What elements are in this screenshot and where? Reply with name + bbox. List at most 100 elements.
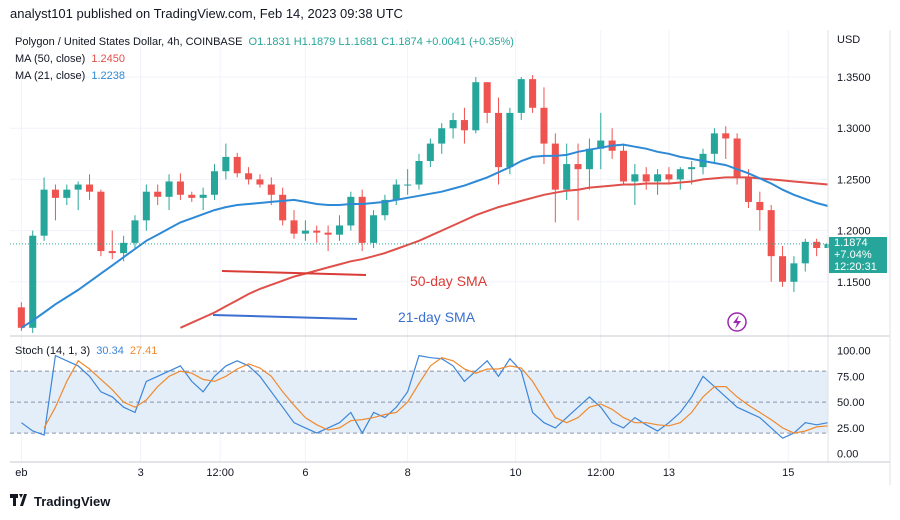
candles <box>17 75 832 333</box>
time-tick-label: 10 <box>509 467 521 479</box>
ma50-label: MA (50, close) <box>15 53 86 65</box>
candle-body <box>710 133 718 154</box>
candle-body <box>358 196 366 243</box>
candle-body <box>722 133 730 139</box>
price-tag: 1.1874 +7.04% 12:20:31 <box>829 236 887 273</box>
stoch-d-line <box>43 357 829 434</box>
candle-body <box>165 181 173 197</box>
price-tick-label: 1.3000 <box>837 123 871 135</box>
candle-body <box>51 189 59 198</box>
legend-stoch-row[interactable]: Stoch (14, 1, 3) 30.34 27.41 <box>15 345 157 357</box>
sma21-annotation-line <box>212 314 358 320</box>
stoch-tick-label: 100.00 <box>837 345 871 357</box>
price-tag-countdown: 12:20:31 <box>834 260 877 273</box>
candle-body <box>506 112 514 168</box>
candle-body <box>279 194 287 221</box>
sma21-annotation-text: 21-day SMA <box>398 309 476 325</box>
stoch-k-line <box>21 354 829 439</box>
price-tag-change: +7.04% <box>834 248 872 261</box>
legend-symbol-row: Polygon / United States Dollar, 4h, COIN… <box>15 36 514 48</box>
candle-body <box>517 79 525 113</box>
time-tick-label: 3 <box>138 467 144 479</box>
candle-body <box>108 251 116 254</box>
brand-name: TradingView <box>34 494 111 509</box>
candle-body <box>438 128 446 144</box>
candle-body <box>267 184 275 195</box>
ma21-line <box>20 143 829 329</box>
candle-body <box>642 174 650 182</box>
candle-body <box>790 263 798 282</box>
candle-body <box>392 184 400 200</box>
candle-body <box>756 201 764 211</box>
candle-body <box>665 174 673 180</box>
candle-body <box>426 143 434 161</box>
lightning-icon[interactable] <box>727 312 747 332</box>
price-tick-label: 1.2500 <box>837 174 871 186</box>
ma21-label: MA (21, close) <box>15 70 86 82</box>
ma50-line <box>179 176 829 329</box>
stoch-guides <box>10 370 828 434</box>
tradingview-brand[interactable]: TradingView <box>10 494 110 509</box>
candle-body <box>767 210 775 257</box>
ohlc-values: O1.1831 H1.1879 L1.1681 C1.1874 +0.0041 … <box>248 36 514 48</box>
sma50-annotation-line <box>221 270 367 276</box>
candle-body <box>597 140 605 149</box>
candle-body <box>733 138 741 178</box>
stoch-tick-label: 25.00 <box>837 423 865 435</box>
candle-body <box>631 174 639 182</box>
candle-body <box>233 156 241 174</box>
time-tick-label: 6 <box>302 467 308 479</box>
candle-body <box>324 232 332 235</box>
symbol-title[interactable]: Polygon / United States Dollar, 4h, COIN… <box>15 36 243 48</box>
candle-body <box>245 173 253 180</box>
candle-body <box>313 230 321 233</box>
stoch-axis[interactable]: 0.00 25.00 50.00 75.00 100.00 <box>837 345 871 460</box>
ma21-value: 1.2238 <box>91 70 126 82</box>
candle-body <box>654 174 662 182</box>
candle-body <box>301 230 309 234</box>
candle-body <box>347 196 355 226</box>
candle-body <box>29 235 37 328</box>
candle-body <box>86 184 94 192</box>
price-tag-price: 1.1874 <box>834 236 868 249</box>
candle-body <box>199 194 207 198</box>
candle-body <box>381 199 389 216</box>
candle-body <box>210 171 219 195</box>
candle-body <box>404 184 412 186</box>
candle-body <box>142 191 150 221</box>
time-tick-label: 8 <box>405 467 411 479</box>
price-tick-label: 1.1500 <box>837 277 871 289</box>
candle-body <box>370 215 378 243</box>
candle-body <box>619 150 628 182</box>
candle-body <box>744 177 752 202</box>
time-tick-label: eb <box>15 467 27 479</box>
candle-body <box>676 169 684 180</box>
candle-body <box>529 79 537 108</box>
time-axis[interactable]: eb 3 12:00 6 8 10 12:00 13 15 <box>15 467 794 479</box>
price-axis-unit: USD <box>837 34 860 46</box>
time-tick-label: 15 <box>782 467 794 479</box>
stoch-tick-label: 0.00 <box>837 449 858 461</box>
candle-body <box>460 120 468 131</box>
sma50-annotation-text: 50-day SMA <box>410 273 488 289</box>
price-axis[interactable]: 1.1500 1.2000 1.2500 1.3000 1.3500 <box>837 72 871 289</box>
candle-body <box>97 191 105 252</box>
stoch-label: Stoch (14, 1, 3) <box>15 345 91 357</box>
candle-body <box>813 241 821 248</box>
candle-body <box>801 241 809 264</box>
candle-body <box>449 120 457 129</box>
stoch-tick-label: 75.00 <box>837 371 865 383</box>
candle-body <box>188 194 196 198</box>
candle-body <box>63 189 71 198</box>
tradingview-logo-icon <box>10 494 30 509</box>
candle-body <box>120 242 128 254</box>
legend-ma50-row[interactable]: MA (50, close) 1.2450 <box>15 53 125 65</box>
candle-body <box>415 160 423 185</box>
time-tick-label: 12:00 <box>206 467 234 479</box>
candle-body <box>222 156 230 172</box>
candle-body <box>585 148 593 170</box>
candle-body <box>563 164 571 190</box>
time-tick-label: 13 <box>663 467 675 479</box>
legend-ma21-row[interactable]: MA (21, close) 1.2238 <box>15 70 125 82</box>
